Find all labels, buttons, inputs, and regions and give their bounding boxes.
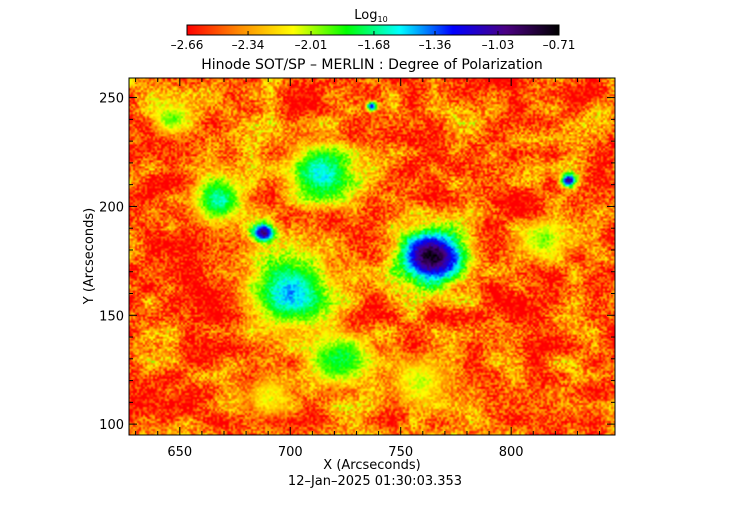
x-tick-label: 750 — [388, 445, 413, 460]
timestamp: 12–Jan–2025 01:30:03.353 — [288, 474, 462, 489]
colorbar-tick-label: –2.01 — [295, 38, 328, 52]
y-axis: 100 150 200 250 — [99, 92, 615, 433]
y-tick-label: 250 — [99, 92, 124, 107]
colorbar-tick-label: –2.66 — [171, 38, 204, 52]
colorbar: –2.66 –2.34 –2.01 –1.68 –1.36 –1.03 –0.71 Log1… — [171, 8, 576, 52]
y-tick-label: 200 — [99, 200, 124, 215]
x-tick-label: 650 — [167, 445, 192, 460]
colorbar-tick-label: –1.36 — [419, 38, 452, 52]
colorbar-tick-label: –1.03 — [482, 38, 515, 52]
plot-frame — [128, 77, 616, 436]
y-axis-label: Y (Arcseconds) — [82, 208, 97, 305]
colorbar-label: Log10 — [354, 8, 387, 24]
colorbar-tick-label: –0.71 — [543, 38, 576, 52]
y-tick-label: 150 — [99, 309, 124, 324]
x-tick-label: 700 — [278, 445, 303, 460]
heatmap-image — [129, 78, 615, 435]
chart-title: Hinode SOT/SP – MERLIN : Degree of Polar… — [201, 57, 543, 73]
y-tick-label: 100 — [99, 418, 124, 433]
polarization-map — [129, 78, 615, 435]
x-axis-label: X (Arcseconds) — [323, 458, 420, 473]
colorbar-tick-label: –1.68 — [358, 38, 391, 52]
colorbar-tick-label: –2.34 — [232, 38, 265, 52]
x-axis: 650 700 750 800 — [135, 78, 601, 460]
colorbar-gradient — [186, 24, 560, 36]
colorbar-ticks: –2.66 –2.34 –2.01 –1.68 –1.36 –1.03 –0.71 — [171, 31, 576, 52]
x-tick-label: 800 — [499, 445, 524, 460]
